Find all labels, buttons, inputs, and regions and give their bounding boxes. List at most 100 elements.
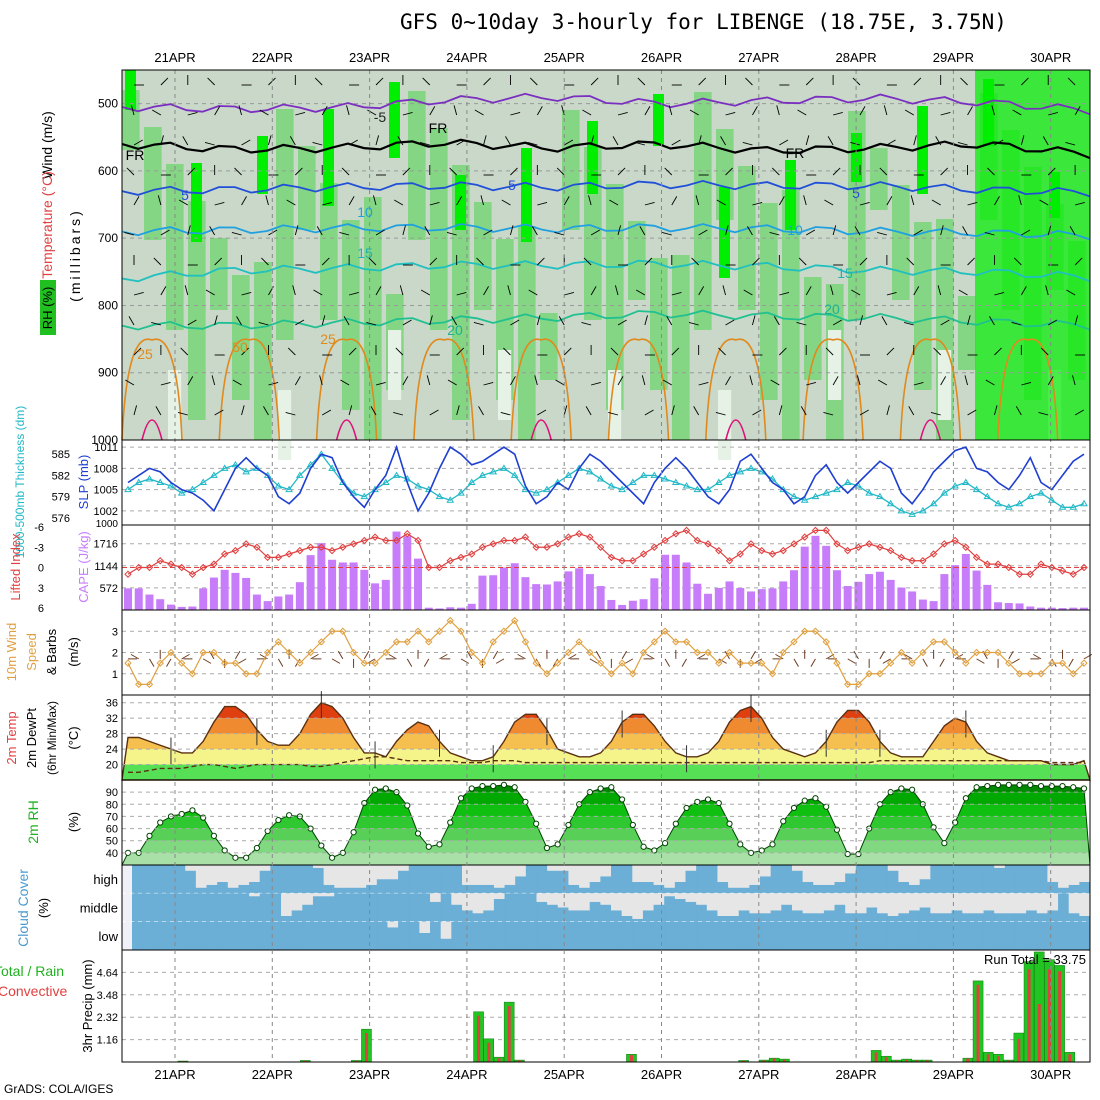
cape-bar [177,606,186,610]
cape-bar [489,575,498,610]
lifted-index-point [339,543,347,551]
wind-speed-point [328,627,336,635]
cloud-cell [504,893,516,922]
rh-point [994,781,1002,788]
wind-barb [395,347,404,356]
wind-speed-point [124,659,132,667]
wind-barb [742,141,753,146]
cloud-cell [855,913,867,922]
cloud-cell [334,887,346,894]
cloud-cell [706,910,718,922]
wind-barb [745,77,753,86]
wind-barb [263,406,269,416]
isotherm-25 [705,338,767,441]
cape-bar [435,608,444,610]
cloud-cell [238,921,250,950]
wind-barb [483,286,489,296]
wind-barb [886,405,890,416]
cloud-gap [344,865,357,888]
cloud-gap [760,865,772,877]
thickness-point [231,460,240,468]
lifted-index-point [403,530,411,538]
cloud-cell [972,865,985,894]
lifted-index-point [779,546,787,555]
cloud-cell [940,865,953,894]
wind-speed-point [1037,670,1045,678]
wind-speed-point [1005,659,1013,667]
rh-point [425,843,432,850]
cloud-gap [185,865,197,871]
cloud-gap [972,893,985,914]
wind-speed-point [339,627,347,635]
rh-point [253,844,260,852]
cloud-cell [238,884,250,894]
cloud-cell [387,893,399,922]
y-tick-label-precip: 1.16 [97,1035,118,1047]
wind-barb [184,285,189,296]
rh-point [200,814,207,821]
wind-barb [375,229,385,236]
wind-barb [769,231,780,236]
cape-bar [768,588,777,610]
precip-convective-bar [1037,1004,1041,1062]
cloud-gap [898,893,910,914]
rh-shade-moist [650,258,668,390]
wind-barb [529,77,538,86]
cape-bar [124,588,132,610]
cloud-cell [472,921,484,950]
lifted-index-point [457,553,465,562]
cape-bar [521,577,530,610]
wind-barb [292,285,296,296]
lifted-index-point [704,540,712,548]
cloud-gap [249,893,261,897]
rh-shade-moist [672,255,690,440]
wind-barb [688,321,699,326]
wind-barb [449,167,457,176]
thickness-point [306,460,315,468]
axis-units-rh2m: (%) [66,812,81,832]
cloud-cell [802,921,814,950]
cloud-cell [281,865,293,894]
cloud-cell [493,899,506,922]
precip-convective-bar [996,1056,1000,1062]
wind-barb [211,375,216,386]
thickness-point [328,464,336,471]
wind-barb [234,167,242,176]
wind-barb-10m [1068,658,1074,667]
wind-barb [962,226,968,236]
lifted-index-point [1005,563,1013,572]
cloud-gap [919,893,931,908]
thickness-point [414,482,422,489]
wind-barb [187,167,196,176]
cloud-cell [1004,913,1016,922]
wind-barb [346,105,350,116]
thickness-point [961,478,970,485]
cape-bar [1015,603,1024,610]
cape-bar [671,554,680,610]
cloud-gap [834,893,846,905]
cloud-cell [270,865,282,894]
wind-barb [285,411,296,416]
cape-bar [757,589,766,610]
cloud-gap [323,893,335,897]
wind-speed-point [672,638,680,646]
wind-barb [339,231,350,236]
x-tick-label-top: 22APR [252,50,293,65]
wind-barb [393,411,404,416]
cloud-cell [323,884,335,894]
wind-barb [178,411,188,416]
rh-shade-moist [694,92,712,330]
wind-speed-point [510,616,519,625]
wind-barb [910,195,915,206]
thickness-point [639,471,648,478]
lifted-index-point [392,536,401,545]
wind-barb [985,379,995,386]
rh-point [157,819,164,826]
cloud-cell [834,921,846,950]
wind-barb [617,225,622,236]
wind-speed-point [349,648,358,657]
cloud-cell [791,910,804,922]
wind-speed-point [736,659,744,667]
y-tick-label-wind: 3 [112,626,118,638]
wind-barb [715,411,726,416]
